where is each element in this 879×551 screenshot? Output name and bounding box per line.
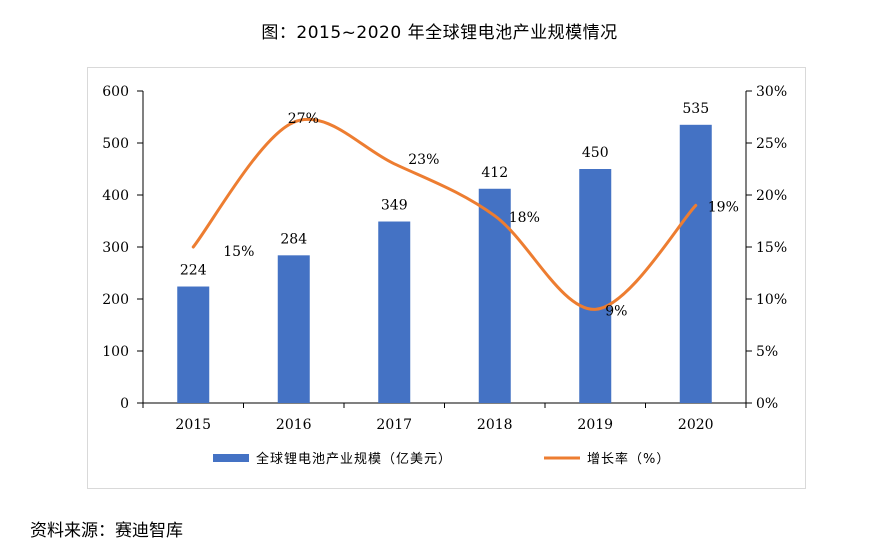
x-tick-label: 2017	[376, 417, 412, 433]
bar-label: 450	[582, 145, 609, 161]
x-tick-label: 2018	[477, 417, 513, 433]
left-tick-label: 300	[102, 240, 129, 256]
bar-data-labels: 224 284 349 412 450 535	[180, 101, 709, 279]
line-point-label: 23%	[408, 152, 439, 168]
bar	[378, 221, 411, 403]
bar	[177, 286, 210, 403]
left-tick-label: 0	[120, 396, 129, 412]
chart-title: 图：2015~2020 年全球锂电池产业规模情况	[261, 23, 618, 43]
left-tick-label: 500	[102, 136, 129, 152]
right-tick-label: 10%	[756, 292, 787, 308]
right-tick-label: 30%	[756, 84, 787, 100]
right-tick-label: 25%	[756, 136, 787, 152]
right-tick-label: 15%	[756, 240, 787, 256]
line-series	[191, 117, 698, 311]
bar-label: 412	[481, 165, 508, 181]
line-point-label: 27%	[288, 111, 319, 127]
legend-line-label: 增长率（%）	[587, 451, 670, 467]
left-tick-label: 200	[102, 292, 129, 308]
bar	[277, 255, 310, 403]
bar	[679, 124, 712, 404]
bar-label: 349	[381, 198, 408, 214]
growth-rate-line	[191, 117, 698, 311]
right-y-axis: 0% 5% 10% 15% 20% 25% 30%	[745, 84, 787, 412]
line-point-label: 19%	[708, 199, 739, 215]
legend-bar-label: 全球锂电池产业规模（亿美元）	[256, 451, 452, 467]
left-tick-label: 400	[102, 188, 129, 204]
right-tick-label: 5%	[756, 344, 778, 360]
left-tick-label: 600	[102, 84, 129, 100]
right-tick-label: 20%	[756, 188, 787, 204]
line-point-label: 9%	[605, 303, 627, 319]
legend-bar-swatch	[213, 454, 249, 462]
left-tick-label: 100	[102, 344, 129, 360]
x-axis: 2015 2016 2017 2018 2019 2020	[142, 402, 747, 433]
bar-label: 224	[180, 263, 207, 279]
chart-frame	[87, 67, 806, 489]
x-tick-label: 2019	[577, 417, 613, 433]
line-data-labels: 15% 27% 23% 18% 9% 19%	[223, 111, 739, 319]
bar-label: 535	[682, 101, 709, 117]
legend: 全球锂电池产业规模（亿美元） 增长率（%）	[213, 451, 670, 467]
source-note: 资料来源：赛迪智库	[30, 521, 183, 541]
x-tick-label: 2016	[276, 417, 312, 433]
x-tick-label: 2020	[678, 417, 714, 433]
right-tick-label: 0%	[756, 396, 778, 412]
line-point-label: 18%	[509, 210, 540, 226]
bar-series	[177, 124, 712, 404]
line-point-label: 15%	[223, 244, 254, 260]
x-tick-label: 2015	[175, 417, 211, 433]
bar-label: 284	[280, 231, 307, 247]
bar	[579, 169, 612, 403]
bar	[478, 188, 511, 403]
left-y-axis: 0 100 200 300 400 500 600	[102, 84, 144, 412]
